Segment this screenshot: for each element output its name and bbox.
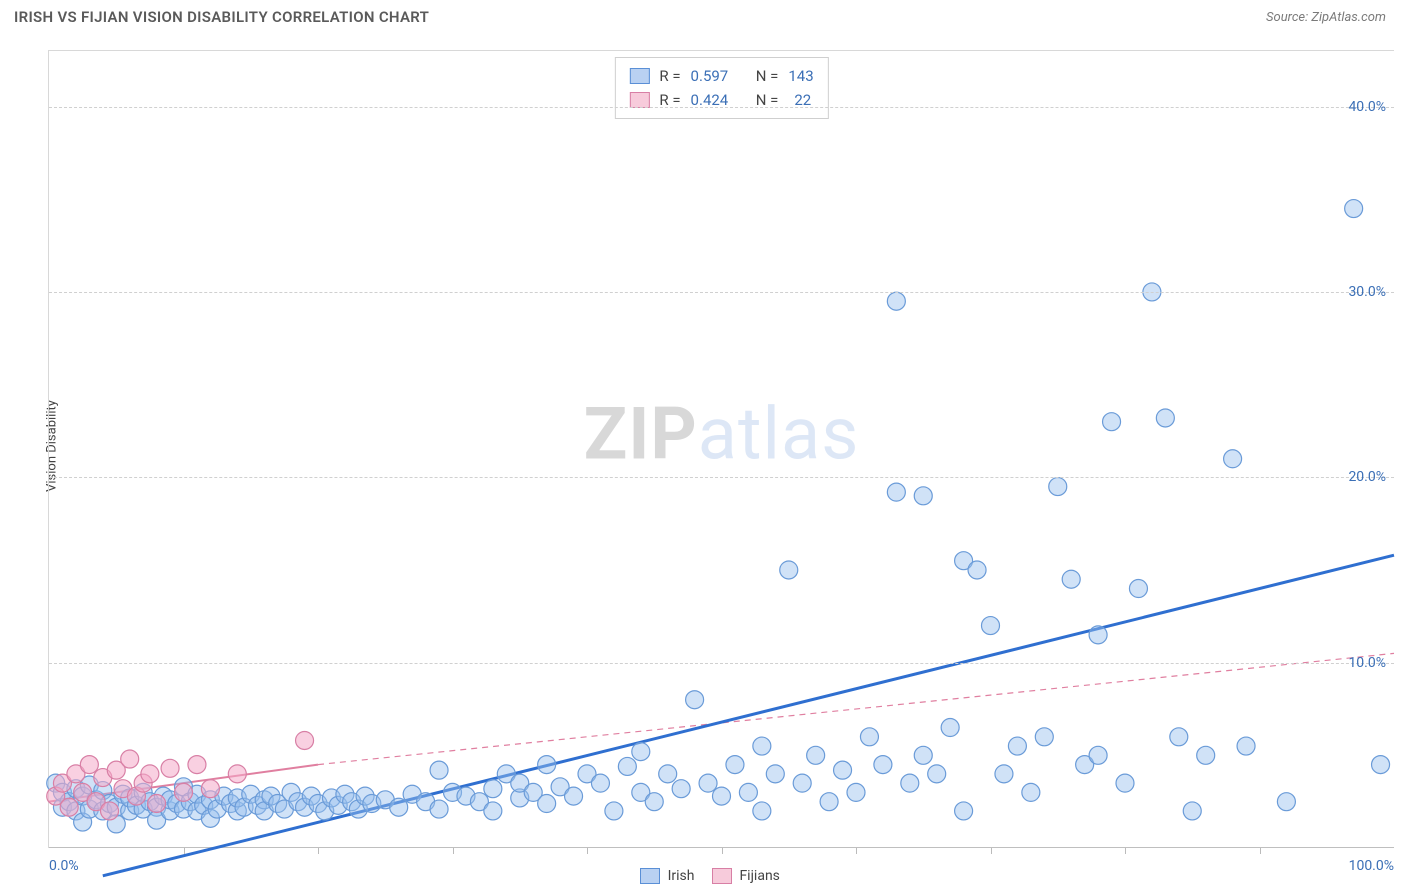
x-tick [184, 848, 185, 854]
x-tick [991, 848, 992, 854]
legend-swatch-fijian-icon [712, 868, 732, 884]
x-tick [318, 848, 319, 854]
gridline [49, 292, 1394, 293]
x-tick [587, 848, 588, 854]
y-tick-label: 10.0% [1348, 655, 1386, 671]
legend-label-fijian: Fijians [739, 868, 779, 884]
gridline [49, 107, 1394, 108]
y-tick-label: 30.0% [1348, 284, 1386, 300]
gridline [49, 663, 1394, 664]
x-tick [453, 848, 454, 854]
x-tick [722, 848, 723, 854]
chart-plot-area: ZIPatlas R = 0.597 N = 143 R = 0.424 N =… [48, 50, 1394, 848]
legend-label-irish: Irish [668, 868, 695, 884]
bottom-legend: Irish Fijians [0, 868, 1406, 884]
source-attribution: Source: ZipAtlas.com [1266, 10, 1386, 25]
gridline [49, 477, 1394, 478]
scatter-svg [49, 51, 1394, 848]
chart-title: IRISH VS FIJIAN VISION DISABILITY CORREL… [14, 8, 429, 26]
y-tick-label: 20.0% [1348, 469, 1386, 485]
legend-swatch-irish-icon [640, 868, 660, 884]
x-tick [1125, 848, 1126, 854]
x-tick [856, 848, 857, 854]
x-tick [1260, 848, 1261, 854]
y-tick-label: 40.0% [1348, 99, 1386, 115]
